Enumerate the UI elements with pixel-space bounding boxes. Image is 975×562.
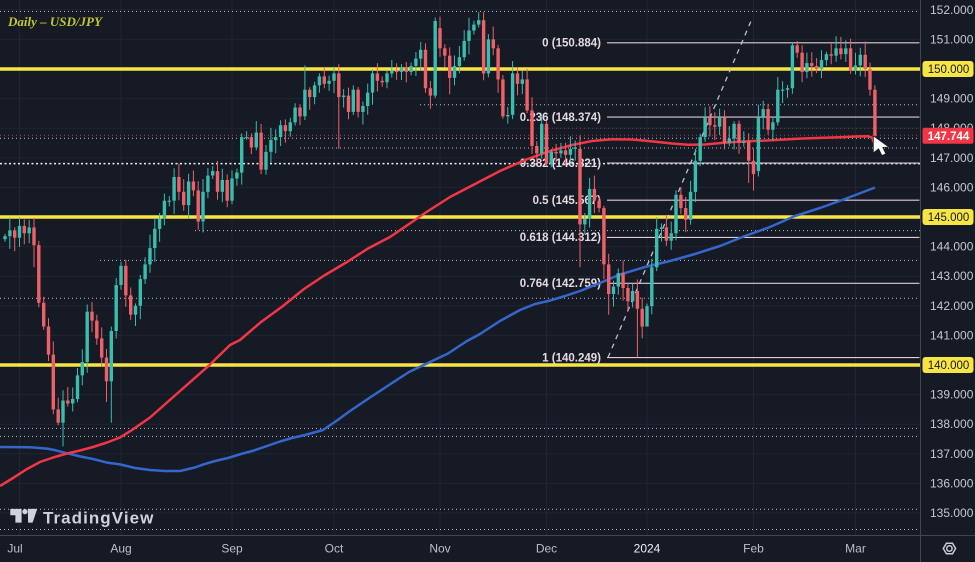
svg-text:143.000: 143.000	[930, 269, 974, 283]
svg-text:Feb: Feb	[743, 542, 764, 556]
svg-text:145.000: 145.000	[928, 212, 970, 224]
svg-text:Aug: Aug	[110, 542, 131, 556]
svg-text:0 (150.884): 0 (150.884)	[542, 38, 601, 50]
svg-text:140.000: 140.000	[928, 360, 970, 372]
svg-text:149.000: 149.000	[930, 92, 974, 106]
svg-text:144.000: 144.000	[930, 240, 974, 254]
svg-text:Mar: Mar	[845, 542, 866, 556]
svg-text:2024: 2024	[634, 542, 661, 556]
svg-text:0.236 (148.374): 0.236 (148.374)	[520, 112, 601, 124]
svg-text:139.000: 139.000	[930, 388, 974, 402]
svg-text:152.000: 152.000	[930, 3, 974, 17]
svg-text:135.000: 135.000	[930, 506, 974, 520]
svg-text:Daily – USD/JPY: Daily – USD/JPY	[7, 14, 103, 29]
svg-text:138.000: 138.000	[930, 417, 974, 431]
svg-text:150.000: 150.000	[928, 64, 970, 76]
svg-text:Jul: Jul	[7, 542, 22, 556]
svg-text:137.000: 137.000	[930, 447, 974, 461]
svg-text:0.764 (142.759): 0.764 (142.759)	[520, 278, 601, 290]
svg-text:147.000: 147.000	[930, 151, 974, 165]
svg-text:147.744: 147.744	[928, 131, 970, 143]
svg-text:Nov: Nov	[429, 542, 450, 556]
svg-text:Oct: Oct	[325, 542, 344, 556]
svg-text:136.000: 136.000	[930, 476, 974, 490]
svg-text:Dec: Dec	[536, 542, 557, 556]
svg-text:146.000: 146.000	[930, 180, 974, 194]
svg-text:0.382 (146.821): 0.382 (146.821)	[520, 158, 601, 170]
svg-text:Sep: Sep	[221, 542, 243, 556]
svg-text:TradingView: TradingView	[43, 508, 154, 527]
svg-text:151.000: 151.000	[930, 32, 974, 46]
svg-text:0.5 (145.567): 0.5 (145.567)	[533, 195, 602, 207]
svg-text:1 (140.249): 1 (140.249)	[542, 352, 601, 364]
svg-text:0.618 (144.312): 0.618 (144.312)	[520, 232, 601, 244]
svg-text:141.000: 141.000	[930, 328, 974, 342]
svg-text:142.000: 142.000	[930, 299, 974, 313]
